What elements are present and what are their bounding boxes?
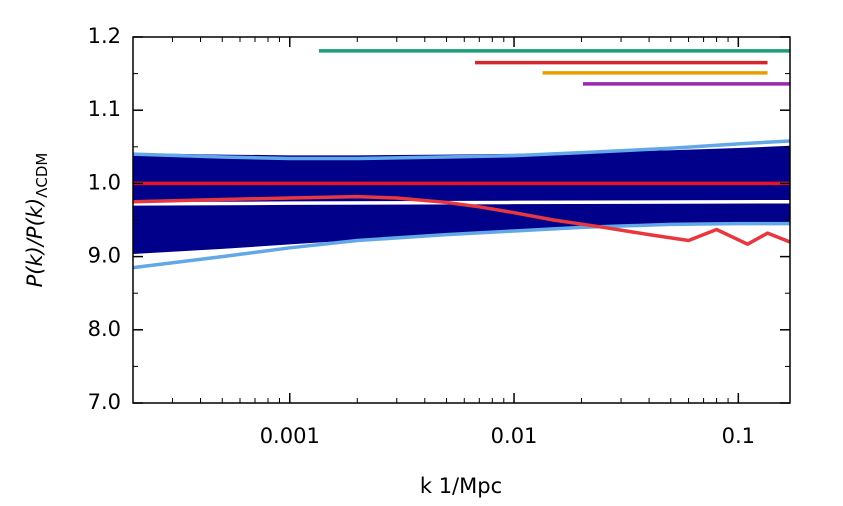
series-line	[133, 139, 790, 161]
y-tick-label: 7.0	[88, 390, 121, 414]
x-tick-label: 0.001	[260, 424, 320, 448]
x-tick-label: 0.01	[491, 424, 538, 448]
plot-area	[133, 49, 790, 270]
y-tick-label: 8.0	[88, 317, 121, 341]
x-axis-label: k 1/Mpc	[420, 474, 502, 498]
y-axis-label: P(k)/P(k)ΛCDM	[23, 153, 51, 288]
y-axis-label-main: P(k)/P(k)	[23, 198, 47, 288]
y-tick-label: 1.2	[88, 24, 121, 48]
model-band	[133, 145, 790, 254]
series-line	[133, 221, 790, 270]
y-tick-label: 9.0	[88, 244, 121, 268]
y-tick-label: 1.0	[88, 170, 121, 194]
x-tick-label: 0.1	[722, 424, 755, 448]
y-axis-label-subscript: ΛCDM	[33, 153, 51, 198]
series-line	[133, 199, 790, 206]
y-tick-label: 1.1	[88, 97, 121, 121]
series-line	[133, 194, 790, 246]
